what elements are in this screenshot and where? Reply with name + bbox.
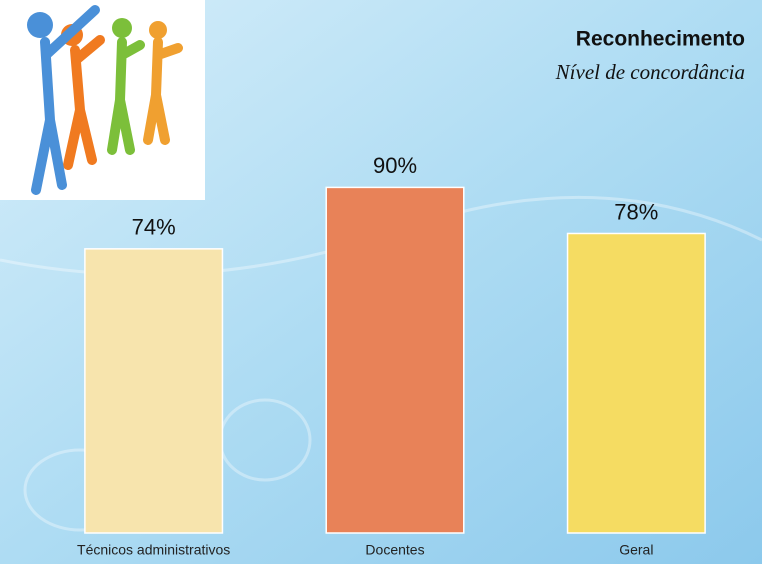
value-label: 78% [614,199,658,224]
x-tick-label: Técnicos administrativos [77,542,230,558]
value-label: 90% [373,153,417,178]
bar [566,232,706,534]
value-label: 74% [132,215,176,240]
x-tick-label: Geral [619,542,653,558]
bar [84,248,224,534]
chart-title: Reconhecimento [576,28,745,51]
x-tick-label: Docentes [365,542,424,558]
illustration [27,5,183,195]
chart-subtitle: Nível de concordância [555,60,745,84]
bar [325,186,465,534]
